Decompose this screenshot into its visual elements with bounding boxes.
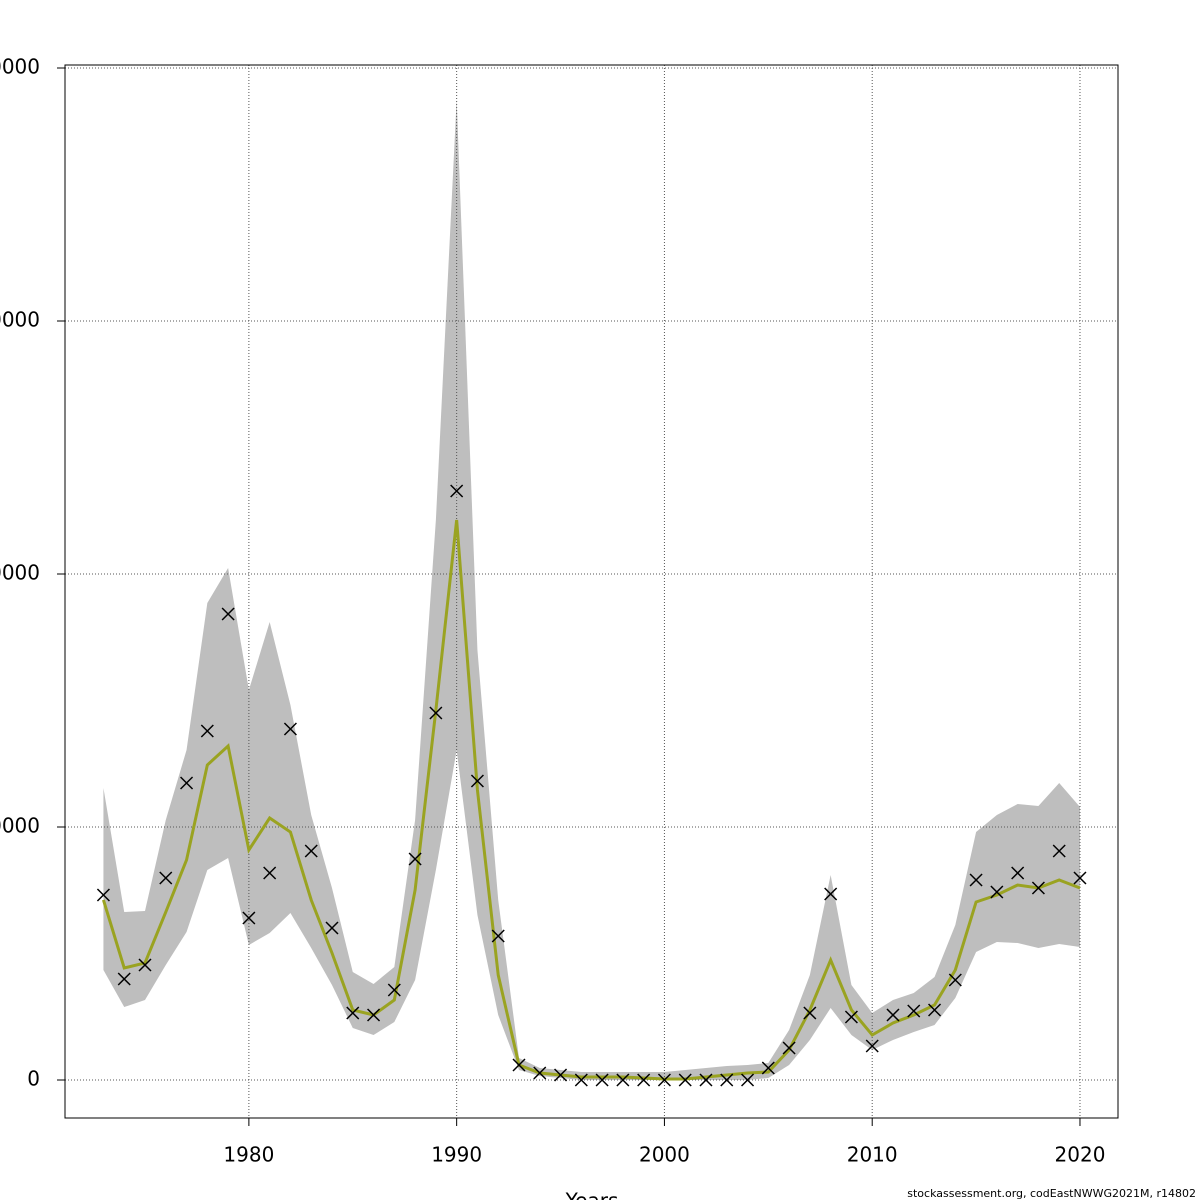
observation <box>824 887 838 901</box>
observation <box>138 958 152 972</box>
observation <box>928 1003 942 1017</box>
observation <box>429 706 443 720</box>
observation <box>554 1068 568 1082</box>
observation <box>595 1073 609 1087</box>
observation <box>512 1058 526 1072</box>
observation <box>159 871 173 885</box>
observation <box>948 973 962 987</box>
x-tick-label: 1990 <box>431 1143 482 1167</box>
observation <box>969 873 983 887</box>
observation <box>657 1073 671 1087</box>
y-tick-label: 30000 <box>0 308 40 332</box>
observation <box>616 1073 630 1087</box>
observation <box>470 774 484 788</box>
observation <box>990 885 1004 899</box>
observation <box>886 1008 900 1022</box>
y-tick-label: 0 <box>27 1066 40 1090</box>
observation <box>200 724 214 738</box>
plot-frame <box>64 64 1119 1119</box>
observation <box>865 1039 879 1053</box>
line <box>102 519 1081 1081</box>
observation <box>367 1008 381 1022</box>
x-axis-label: Years <box>565 1189 619 1200</box>
observation <box>387 983 401 997</box>
observation <box>304 844 318 858</box>
x-tick-label: 1980 <box>223 1143 274 1167</box>
observation <box>180 776 194 790</box>
observation <box>450 484 464 498</box>
observation <box>907 1004 921 1018</box>
observation <box>782 1041 796 1055</box>
observation <box>637 1073 651 1087</box>
observation <box>408 852 422 866</box>
observation <box>678 1073 692 1087</box>
observation <box>346 1006 360 1020</box>
observation <box>263 866 277 880</box>
observation <box>283 722 297 736</box>
observation <box>325 921 339 935</box>
observation <box>491 929 505 943</box>
observation <box>1011 866 1025 880</box>
observation <box>720 1073 734 1087</box>
observation <box>1052 844 1066 858</box>
observation <box>1031 881 1045 895</box>
observation <box>96 888 110 902</box>
observation <box>761 1061 775 1075</box>
y-tick-label: 40000 <box>0 55 40 79</box>
observation <box>1073 871 1087 885</box>
observation <box>533 1066 547 1080</box>
y-tick-label: 10000 <box>0 814 40 838</box>
confidence-band <box>103 100 1080 1080</box>
observation <box>741 1073 755 1087</box>
x-tick-label: 2010 <box>847 1143 898 1167</box>
x-tick-label: 2020 <box>1055 1143 1106 1167</box>
observation <box>242 911 256 925</box>
observation <box>574 1073 588 1087</box>
observation <box>221 607 235 621</box>
observation <box>699 1073 713 1087</box>
x-tick-label: 2000 <box>639 1143 690 1167</box>
footer: stockassessment.org, codEastNWWG2021M, r… <box>907 1187 1196 1200</box>
observation <box>117 972 131 986</box>
observation <box>803 1006 817 1020</box>
observation <box>844 1010 858 1024</box>
